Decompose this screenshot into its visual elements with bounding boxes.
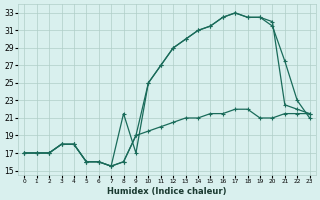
X-axis label: Humidex (Indice chaleur): Humidex (Indice chaleur) (107, 187, 227, 196)
